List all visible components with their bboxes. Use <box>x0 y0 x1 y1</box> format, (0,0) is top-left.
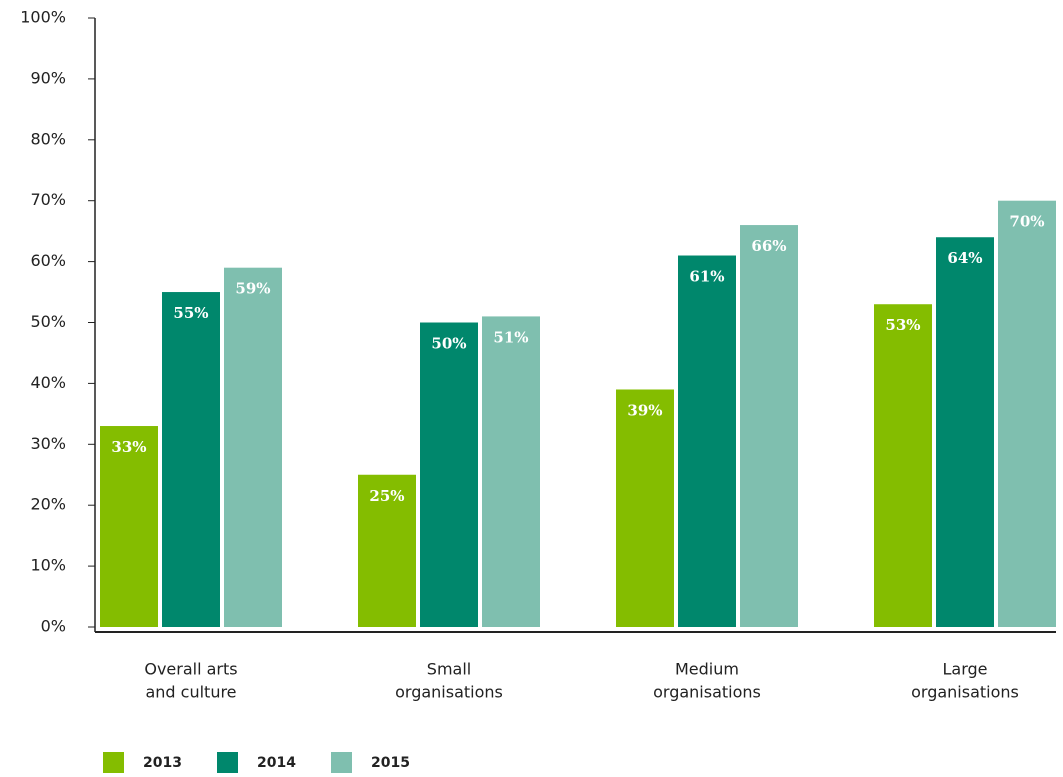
y-tick-label: 10% <box>30 556 66 575</box>
bar <box>358 474 416 627</box>
value-label: 51% <box>493 328 528 346</box>
legend-swatch <box>331 752 352 773</box>
value-label: 53% <box>885 316 920 334</box>
y-tick-label: 40% <box>30 373 66 392</box>
x-tick-label: organisations <box>911 683 1019 702</box>
legend-swatch <box>103 752 124 773</box>
value-label: 61% <box>689 268 724 286</box>
value-label: 66% <box>751 237 786 255</box>
bar <box>224 267 282 627</box>
y-tick-label: 100% <box>20 8 66 27</box>
value-label: 50% <box>431 335 466 353</box>
legend-label: 2014 <box>257 755 296 771</box>
value-label: 70% <box>1009 213 1044 231</box>
y-tick-label: 20% <box>30 495 66 514</box>
bar <box>100 426 158 627</box>
x-tick-label: and culture <box>145 683 236 702</box>
value-label: 25% <box>369 487 404 505</box>
y-tick-label: 50% <box>30 312 66 331</box>
value-label: 39% <box>627 401 662 419</box>
y-tick-label: 70% <box>30 190 66 209</box>
value-label: 64% <box>947 249 982 267</box>
x-tick-label: Large <box>942 660 987 679</box>
y-tick-label: 0% <box>41 617 66 636</box>
x-tick-label: organisations <box>395 683 503 702</box>
x-tick-label: Small <box>427 660 471 679</box>
legend-label: 2015 <box>371 755 410 771</box>
x-tick-label: Overall arts <box>144 660 237 679</box>
bar <box>678 255 736 627</box>
bar <box>482 316 540 627</box>
bar <box>162 292 220 627</box>
bar <box>420 322 478 627</box>
value-label: 59% <box>235 280 270 298</box>
x-tick-label: Medium <box>675 660 739 679</box>
legend-swatch <box>217 752 238 773</box>
bar <box>616 389 674 627</box>
x-tick-label: organisations <box>653 683 761 702</box>
bar <box>874 304 932 627</box>
bar <box>998 200 1056 627</box>
y-tick-label: 80% <box>30 129 66 148</box>
value-label: 55% <box>173 304 208 322</box>
bar <box>740 225 798 627</box>
value-label: 33% <box>111 438 146 456</box>
y-tick-label: 60% <box>30 251 66 270</box>
y-tick-label: 90% <box>30 68 66 87</box>
y-tick-label: 30% <box>30 434 66 453</box>
legend-label: 2013 <box>143 755 182 771</box>
bar <box>936 237 994 628</box>
